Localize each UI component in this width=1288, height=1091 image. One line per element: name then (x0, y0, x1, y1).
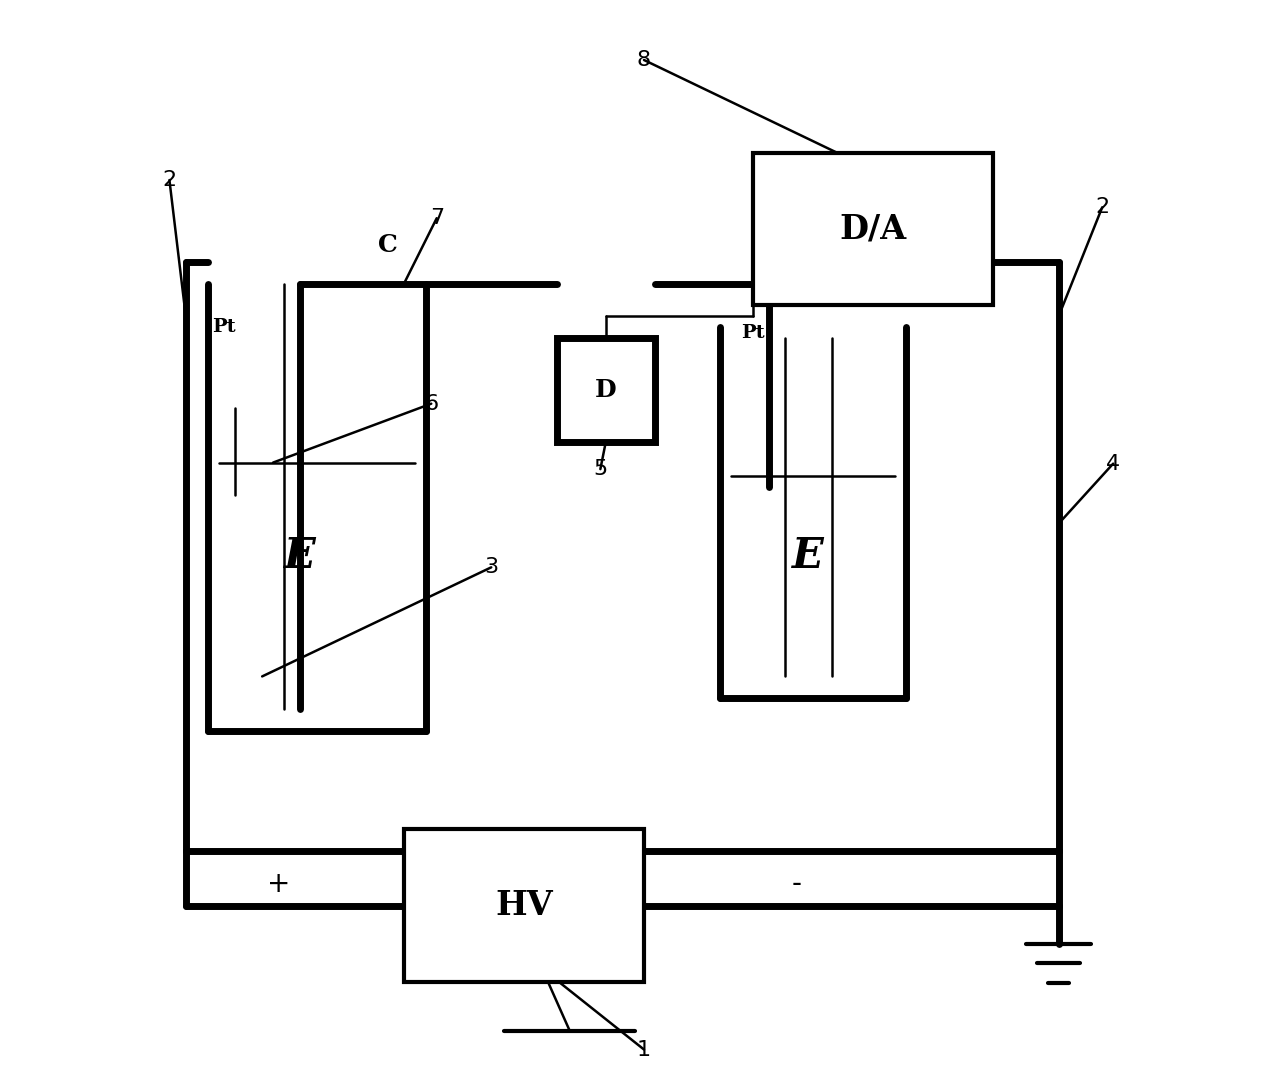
Text: -: - (792, 870, 801, 898)
Text: E: E (285, 536, 317, 577)
Text: 2: 2 (162, 170, 176, 190)
Bar (556, 338, 654, 442)
Bar (753, 153, 993, 305)
Text: 8: 8 (638, 50, 650, 70)
Text: 4: 4 (1106, 454, 1121, 473)
Text: HV: HV (495, 889, 553, 922)
Bar (404, 829, 644, 982)
Text: C: C (377, 233, 398, 257)
Text: D/A: D/A (840, 213, 907, 245)
Text: 3: 3 (484, 558, 498, 577)
Text: E: E (792, 536, 823, 577)
Text: Pt: Pt (213, 319, 236, 336)
Text: 2: 2 (1095, 197, 1109, 217)
Text: 5: 5 (594, 459, 608, 479)
Text: D: D (595, 379, 617, 401)
Text: 7: 7 (430, 208, 444, 228)
Text: 1: 1 (638, 1040, 650, 1059)
Text: Pt: Pt (742, 324, 765, 341)
Text: 6: 6 (424, 394, 438, 413)
Text: +: + (267, 870, 290, 898)
